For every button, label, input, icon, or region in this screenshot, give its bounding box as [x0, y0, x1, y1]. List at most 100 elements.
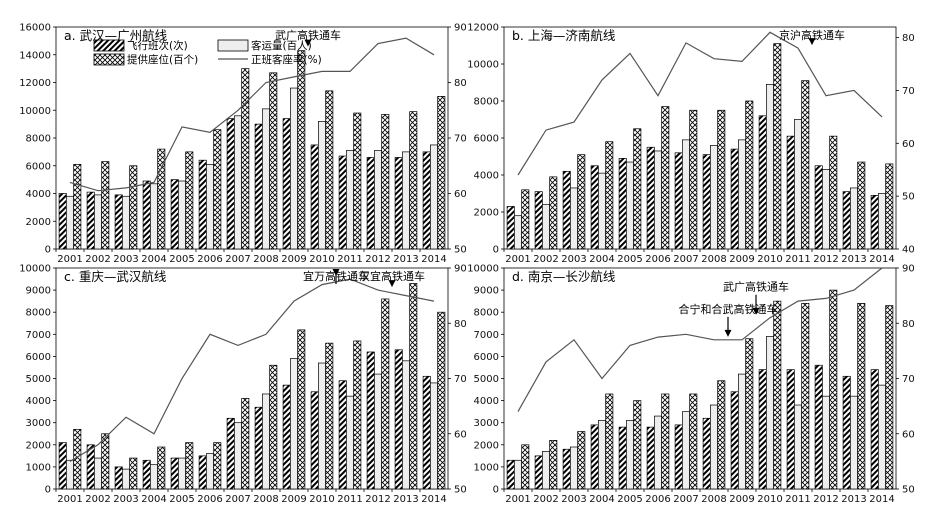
- bar-passengers: [262, 108, 270, 250]
- x-tick-label: 2002: [85, 254, 110, 265]
- y2-tick-label: 70: [454, 134, 467, 145]
- x-tick-label: 2011: [785, 254, 810, 265]
- bar-passengers: [150, 183, 158, 250]
- y2-tick-label: 50: [454, 485, 467, 496]
- x-tick-label: 2005: [169, 254, 194, 265]
- x-tick-label: 2013: [393, 254, 418, 265]
- bar-passengers: [66, 195, 74, 250]
- bar-seats: [801, 303, 810, 490]
- y2-tick-label: 90: [454, 23, 467, 34]
- bar-passengers: [738, 139, 746, 250]
- y-tick-label: 2000: [474, 440, 499, 451]
- bar-seats: [885, 163, 894, 250]
- bar-passengers: [178, 180, 186, 250]
- annotation-label: 汉宜高铁通车: [359, 269, 425, 283]
- x-tick-label: 2005: [617, 254, 642, 265]
- bar-flights: [282, 118, 291, 250]
- bar-seats: [689, 109, 698, 250]
- bar-seats: [745, 338, 754, 490]
- y-tick-label: 12000: [19, 78, 51, 89]
- bar-seats: [241, 68, 250, 250]
- x-tick-label: 2006: [645, 254, 670, 265]
- x-tick-label: 2008: [253, 254, 278, 265]
- bar-passengers: [94, 457, 102, 490]
- bar-flights: [254, 123, 263, 250]
- bar-flights: [282, 384, 291, 490]
- bar-passengers: [850, 187, 858, 250]
- y-tick-label: 9000: [26, 286, 51, 297]
- panel-b: 0 2000 4000 6000 8000 10000 12000 40 50 60 70 80 200…: [467, 23, 915, 266]
- y-tick-label: 3000: [26, 418, 51, 429]
- y-tick-label: 10000: [467, 60, 499, 71]
- bar-passengers: [514, 215, 522, 250]
- panel-title: a. 武汉—广州航线: [64, 28, 168, 43]
- bar-flights: [142, 459, 151, 490]
- bar-flights: [786, 135, 795, 250]
- bar-flights: [758, 115, 767, 250]
- x-tick-label: 2006: [197, 494, 222, 505]
- bar-seats: [213, 442, 222, 490]
- annotation-arrow-head: [724, 329, 732, 337]
- annotation-arrow-head: [752, 307, 760, 315]
- bar-flights: [226, 417, 235, 490]
- bar-seats: [353, 340, 362, 490]
- bar-passengers: [654, 415, 662, 490]
- bar-seats: [521, 444, 530, 490]
- bar-passengers: [206, 453, 214, 490]
- bar-flights: [58, 193, 67, 250]
- bar-flights: [338, 155, 347, 250]
- bar-seats: [773, 43, 782, 250]
- bar-flights: [702, 417, 711, 490]
- y-tick-label: 1000: [474, 462, 499, 473]
- bar-passengers: [598, 172, 606, 250]
- bar-flights: [730, 148, 739, 250]
- bar-seats: [689, 393, 698, 490]
- bar-flights: [590, 165, 599, 250]
- y-tick-label: 8000: [474, 308, 499, 319]
- x-tick-label: 2002: [533, 254, 558, 265]
- annotation-label: 合宁和合武高铁通车: [679, 302, 778, 316]
- bar-passengers: [738, 373, 746, 490]
- bar-flights: [814, 165, 823, 250]
- bar-passengers: [766, 336, 774, 490]
- bar-flights: [534, 191, 543, 250]
- x-tick-label: 2009: [729, 494, 754, 505]
- bar-seats: [325, 90, 334, 250]
- bar-seats: [381, 298, 390, 490]
- legend-label-load-factor: 正班客座率(%): [251, 53, 322, 66]
- bar-passengers: [654, 150, 662, 250]
- y-tick-label: 4000: [26, 189, 51, 200]
- bar-flights: [86, 444, 95, 490]
- y-tick-label: 10000: [19, 264, 51, 275]
- x-tick-label: 2008: [253, 494, 278, 505]
- bar-passengers: [542, 451, 550, 490]
- annotation-arrow-head: [388, 280, 396, 288]
- bar-flights: [842, 375, 851, 490]
- y-tick-label: 0: [493, 245, 499, 256]
- bar-flights: [674, 152, 683, 250]
- x-tick-label: 2009: [281, 494, 306, 505]
- legend-swatch-passengers: [217, 39, 249, 52]
- bar-passengers: [122, 195, 130, 250]
- bar-seats: [325, 342, 334, 490]
- bar-seats: [745, 100, 754, 250]
- legend-label-seats: 提供座位(百个): [127, 53, 198, 66]
- bar-seats: [577, 154, 586, 250]
- x-tick-label: 2012: [813, 254, 838, 265]
- bar-passengers: [794, 119, 802, 250]
- x-tick-label: 2012: [813, 494, 838, 505]
- y2-tick-label: 60: [454, 189, 467, 200]
- bar-flights: [534, 455, 543, 490]
- x-tick-label: 2014: [869, 494, 894, 505]
- bar-passengers: [710, 404, 718, 490]
- x-tick-label: 2004: [141, 254, 166, 265]
- y-tick-label: 7000: [474, 330, 499, 341]
- legend-label-flights: 飞行班次(次): [127, 39, 188, 52]
- y-tick-label: 1000: [26, 462, 51, 473]
- bar-passengers: [850, 395, 858, 490]
- bar-passengers: [570, 446, 578, 490]
- bar-seats: [717, 380, 726, 490]
- x-tick-label: 2010: [757, 494, 782, 505]
- bar-passengers: [682, 411, 690, 490]
- bar-passengers: [290, 87, 298, 250]
